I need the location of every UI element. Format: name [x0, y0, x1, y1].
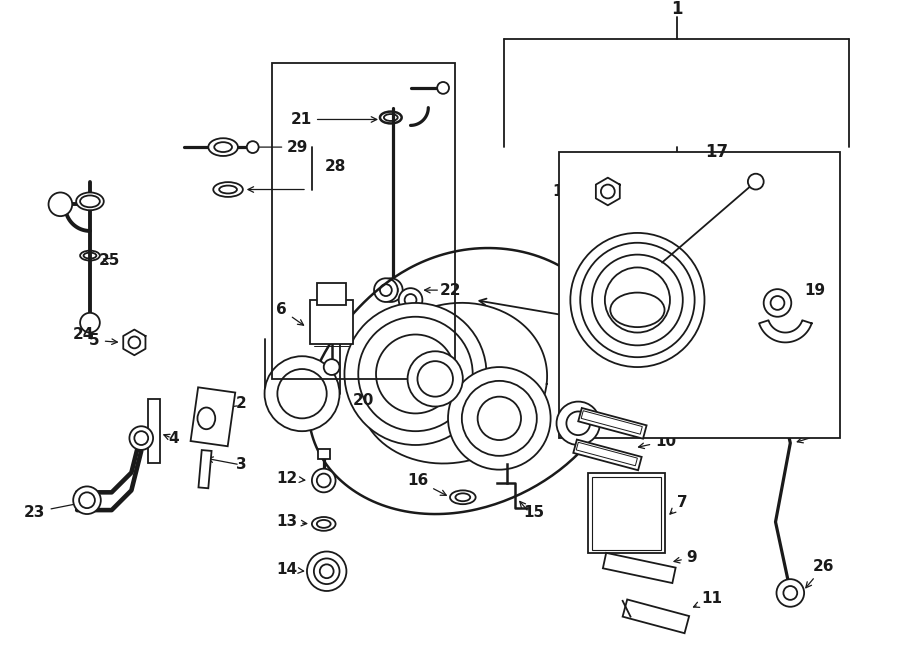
Circle shape — [571, 233, 705, 367]
Bar — [578, 408, 646, 439]
Bar — [576, 442, 637, 466]
Circle shape — [49, 193, 72, 216]
Text: 21: 21 — [291, 112, 377, 127]
Circle shape — [73, 487, 101, 514]
Text: 19: 19 — [805, 283, 825, 298]
Circle shape — [265, 356, 339, 431]
Text: 12: 12 — [276, 471, 305, 486]
Ellipse shape — [208, 138, 238, 156]
Text: 20: 20 — [353, 393, 374, 408]
Ellipse shape — [312, 517, 336, 531]
Text: 24: 24 — [73, 327, 94, 342]
Text: 13: 13 — [276, 514, 307, 530]
Text: 1: 1 — [671, 0, 682, 18]
Circle shape — [437, 82, 449, 94]
Bar — [199, 450, 212, 489]
Bar — [148, 399, 160, 463]
Text: 9: 9 — [674, 550, 698, 565]
Circle shape — [80, 313, 100, 332]
Bar — [559, 152, 840, 438]
Text: 29: 29 — [245, 140, 309, 155]
Text: 28: 28 — [325, 160, 346, 174]
Circle shape — [130, 426, 153, 450]
Circle shape — [399, 288, 422, 312]
Ellipse shape — [450, 491, 475, 504]
Ellipse shape — [76, 193, 104, 211]
Circle shape — [748, 173, 764, 189]
Circle shape — [324, 359, 339, 375]
Text: 14: 14 — [276, 562, 303, 577]
Text: 27: 27 — [797, 426, 836, 443]
Bar — [317, 283, 346, 305]
Circle shape — [556, 402, 600, 445]
Text: 6: 6 — [276, 303, 303, 325]
Circle shape — [764, 289, 791, 316]
Text: 23: 23 — [24, 499, 91, 520]
Text: 8: 8 — [642, 401, 666, 416]
Circle shape — [379, 278, 402, 302]
Bar — [318, 449, 329, 459]
Text: 10: 10 — [638, 434, 676, 449]
Bar — [310, 300, 354, 344]
Text: 16: 16 — [407, 473, 446, 495]
Bar — [623, 600, 689, 634]
Bar — [273, 64, 454, 379]
Ellipse shape — [213, 182, 243, 197]
Circle shape — [374, 278, 398, 302]
Circle shape — [408, 352, 463, 406]
Text: 17: 17 — [705, 143, 728, 161]
Text: 3: 3 — [236, 457, 247, 472]
Bar — [191, 387, 235, 446]
Bar — [573, 440, 642, 470]
Text: 2: 2 — [236, 396, 247, 411]
Bar — [588, 473, 665, 553]
Text: 4: 4 — [168, 430, 179, 446]
Circle shape — [448, 367, 551, 469]
Bar — [592, 477, 662, 549]
Circle shape — [777, 579, 804, 607]
Circle shape — [247, 141, 258, 153]
Bar — [581, 410, 643, 434]
Bar — [603, 553, 676, 583]
Circle shape — [312, 469, 336, 493]
Text: 22: 22 — [439, 283, 461, 298]
Text: 11: 11 — [694, 591, 723, 607]
Text: 7: 7 — [670, 495, 688, 514]
Circle shape — [345, 303, 487, 445]
Text: 25: 25 — [99, 253, 121, 268]
Text: 18: 18 — [553, 184, 590, 199]
Text: 15: 15 — [523, 504, 544, 520]
Circle shape — [307, 551, 346, 591]
Text: 5: 5 — [89, 333, 117, 348]
Text: 26: 26 — [806, 559, 834, 588]
